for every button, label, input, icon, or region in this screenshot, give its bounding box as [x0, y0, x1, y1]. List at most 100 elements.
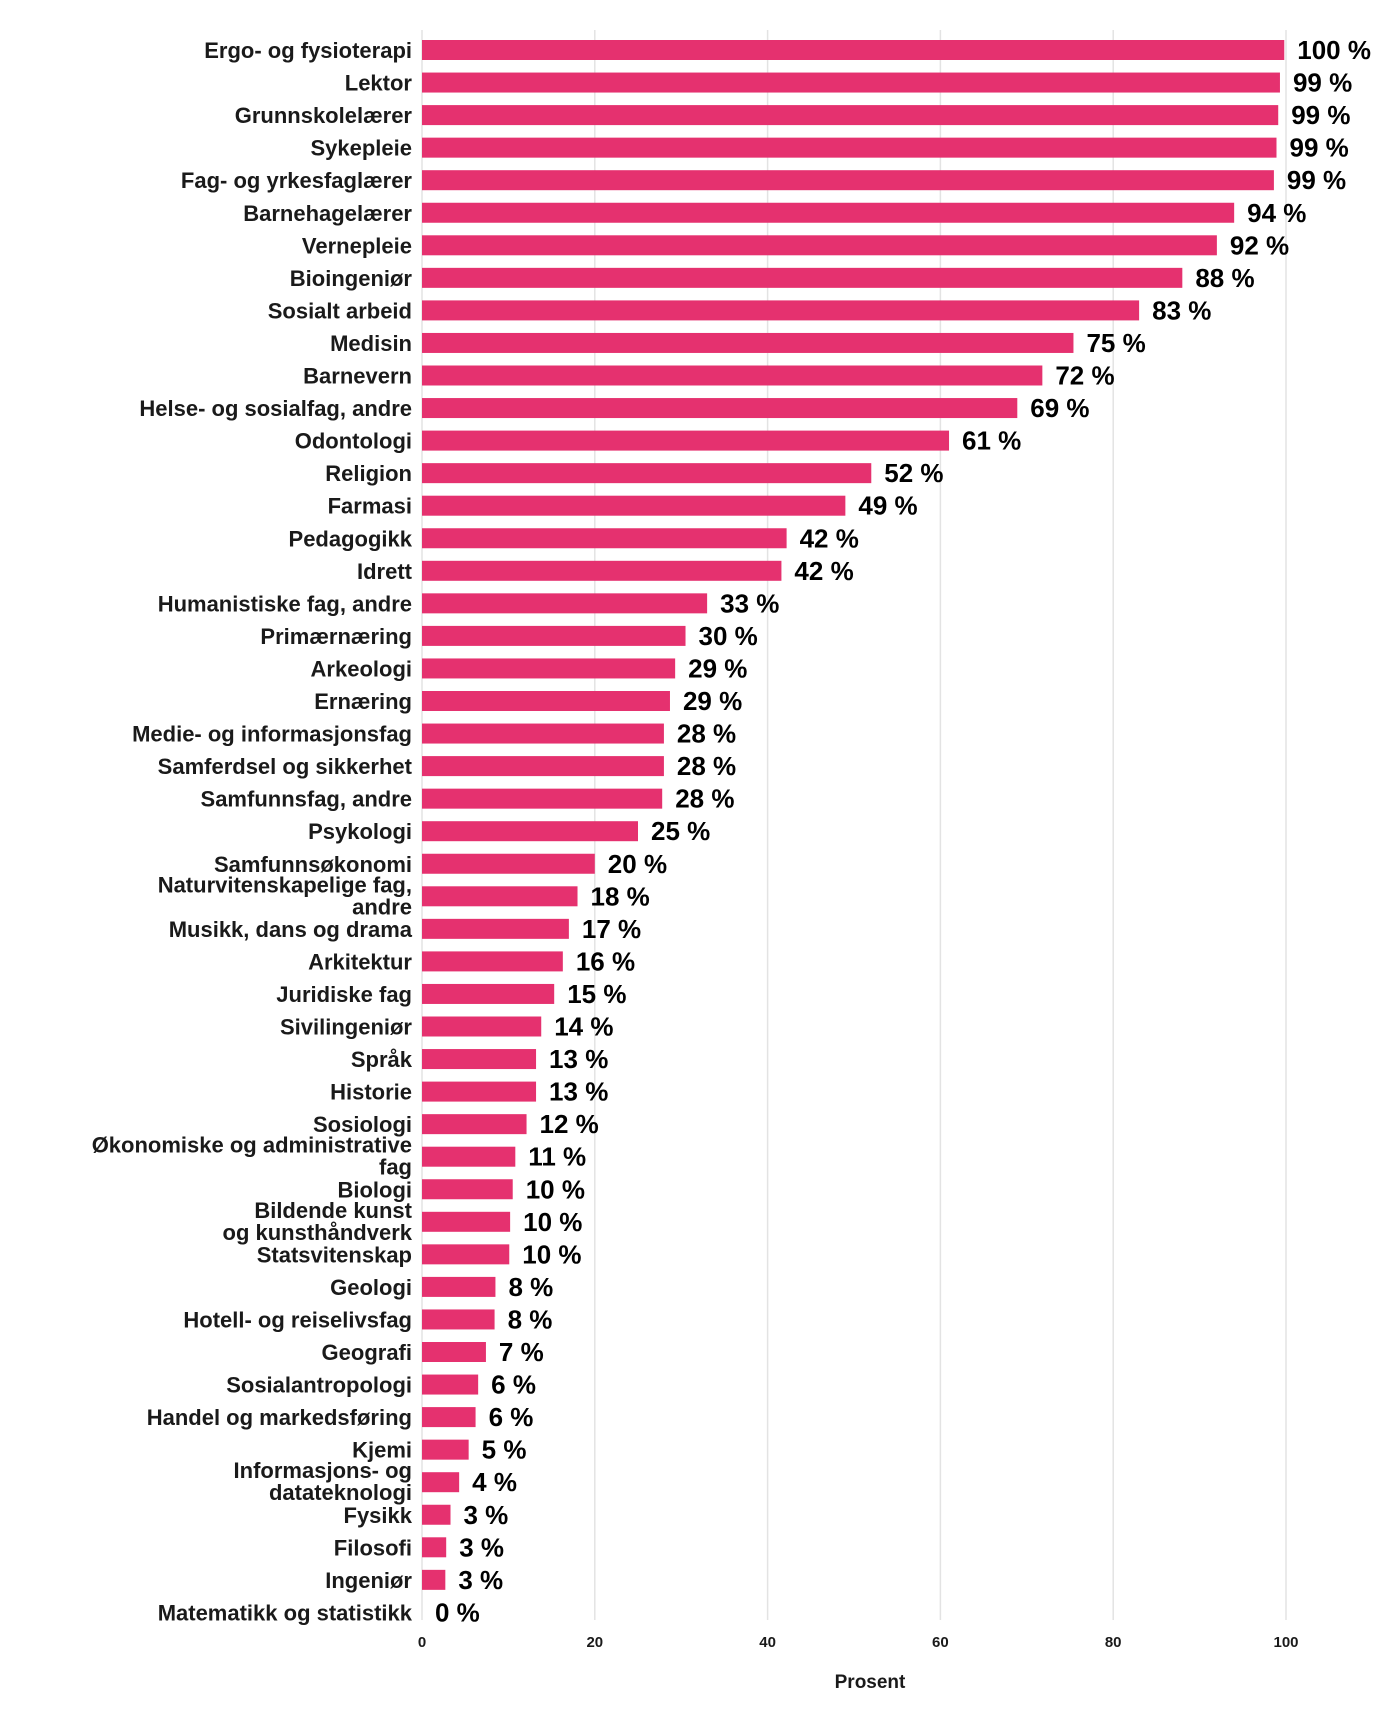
category-label: Samfunnsfag, andre — [201, 787, 412, 812]
value-label: 72 % — [1055, 361, 1114, 391]
bar-geografi — [422, 1342, 486, 1362]
category-label: Geologi — [330, 1275, 412, 1300]
category-label: Språk — [351, 1047, 413, 1072]
value-label: 7 % — [499, 1337, 544, 1367]
x-tick-label: 0 — [418, 1634, 426, 1651]
value-label: 92 % — [1230, 230, 1289, 260]
category-label: Barnevern — [303, 364, 412, 389]
value-label: 99 % — [1289, 133, 1348, 163]
category-label: Arkitektur — [308, 949, 412, 974]
value-label: 10 % — [523, 1207, 582, 1237]
category-label: Naturvitenskapelige fag, andre — [158, 872, 412, 919]
category-label: Vernepleie — [302, 233, 412, 258]
category-label: Helse- og sosialfag, andre — [139, 396, 412, 421]
category-label: Religion — [325, 461, 412, 486]
value-label: 4 % — [472, 1467, 517, 1497]
bar-musikk-dans-og-drama — [422, 918, 569, 939]
bar-hotell-og-reiselivsfag — [422, 1309, 495, 1330]
bar-lektor — [422, 72, 1280, 93]
category-label: Odontologi — [295, 429, 412, 454]
category-label: Sosialt arbeid — [268, 298, 412, 323]
bar-informasjons-og-datateknologi — [422, 1472, 460, 1493]
category-label: Psykologi — [308, 819, 412, 844]
value-label: 25 % — [651, 816, 710, 846]
bar-barnevern — [422, 365, 1043, 386]
bar-grunnskolelærer — [422, 105, 1279, 126]
x-tick-label: 60 — [932, 1634, 949, 1651]
value-label: 42 % — [794, 556, 853, 586]
bar-sosialantropologi — [422, 1374, 479, 1395]
category-label: Arkeologi — [311, 656, 412, 681]
bar-handel-og-markedsføring — [422, 1407, 476, 1428]
bar-geologi — [422, 1276, 496, 1297]
category-label: Fysikk — [344, 1503, 413, 1528]
bar-helse-og-sosialfag-andre — [422, 398, 1018, 419]
bar-odontologi — [422, 430, 950, 451]
category-label: Geografi — [322, 1340, 412, 1365]
bar-religion — [422, 463, 872, 484]
bar-humanistiske-fag-andre — [422, 593, 708, 614]
value-label: 17 % — [582, 914, 641, 944]
value-label: 28 % — [677, 719, 736, 749]
value-label: 3 % — [459, 1532, 504, 1562]
bar-sykepleie — [422, 137, 1277, 158]
category-label: Barnehagelærer — [243, 201, 412, 226]
category-label: Medie- og informasjonsfag — [132, 722, 412, 747]
value-label: 0 % — [435, 1597, 480, 1627]
value-label: 99 % — [1293, 68, 1352, 98]
value-label: 3 % — [458, 1565, 503, 1595]
category-label: Ingeniør — [325, 1568, 412, 1593]
bar-arkeologi — [422, 658, 676, 679]
bar-bildende-kunst-og-kunsthåndverk — [422, 1211, 511, 1232]
value-label: 11 % — [528, 1142, 586, 1172]
bar-ernæring — [422, 691, 670, 711]
value-label: 61 % — [962, 426, 1021, 456]
category-label: Fag- og yrkesfaglærer — [181, 168, 413, 193]
value-label: 5 % — [482, 1435, 527, 1465]
value-label: 14 % — [554, 1012, 613, 1042]
category-label: Pedagogikk — [289, 526, 413, 551]
category-label: Bildende kunst og kunsthåndverk — [223, 1198, 413, 1245]
value-label: 49 % — [858, 491, 917, 521]
bar-arkitektur — [422, 951, 563, 972]
bar-bioingeniør — [422, 267, 1183, 288]
bar-psykologi — [422, 821, 638, 842]
bar-samfunnsøkonomi — [422, 853, 595, 874]
value-label: 6 % — [491, 1370, 536, 1400]
value-label: 33 % — [720, 588, 779, 618]
value-label: 100 % — [1297, 35, 1371, 65]
bar-historie — [422, 1081, 537, 1102]
category-label: Juridiske fag — [276, 982, 412, 1007]
value-label: 10 % — [526, 1174, 585, 1204]
x-tick-label: 100 — [1273, 1634, 1298, 1651]
value-label: 10 % — [522, 1239, 581, 1269]
bar-ingeniør — [422, 1569, 446, 1590]
category-label: Kjemi — [352, 1438, 412, 1463]
bar-sosialt-arbeid — [422, 300, 1140, 321]
category-label: Matematikk og statistikk — [158, 1600, 413, 1625]
value-label: 15 % — [567, 979, 626, 1009]
value-label: 20 % — [608, 849, 667, 879]
value-label: 83 % — [1152, 295, 1211, 325]
category-labels: Ergo- og fysioterapi Lektor Grunnskolelære… — [92, 38, 413, 1625]
category-label: Økonomiske og administrative fag — [92, 1133, 412, 1180]
category-label: Sykepleie — [310, 136, 412, 161]
bar-språk — [422, 1049, 537, 1070]
bar-statsvitenskap — [422, 1244, 510, 1265]
category-label: Sivilingeniør — [280, 1015, 412, 1040]
value-labels: 100 %99 %99 %99 %99 %94 %92 %88 %83 %75 … — [435, 35, 1371, 1627]
category-label: Primærnæring — [260, 624, 412, 649]
value-label: 29 % — [688, 653, 747, 683]
bar-medisin — [422, 332, 1074, 353]
category-label: Ergo- og fysioterapi — [204, 38, 412, 63]
category-label: Historie — [330, 1080, 412, 1105]
value-label: 29 % — [683, 686, 742, 716]
value-label: 99 % — [1291, 100, 1350, 130]
value-label: 18 % — [591, 881, 650, 911]
category-label: Informasjons- og datateknologi — [234, 1458, 412, 1505]
category-label: Samfunnsøkonomi — [214, 852, 412, 877]
bar-filosofi — [422, 1537, 447, 1558]
bar-primærnæring — [422, 625, 686, 646]
